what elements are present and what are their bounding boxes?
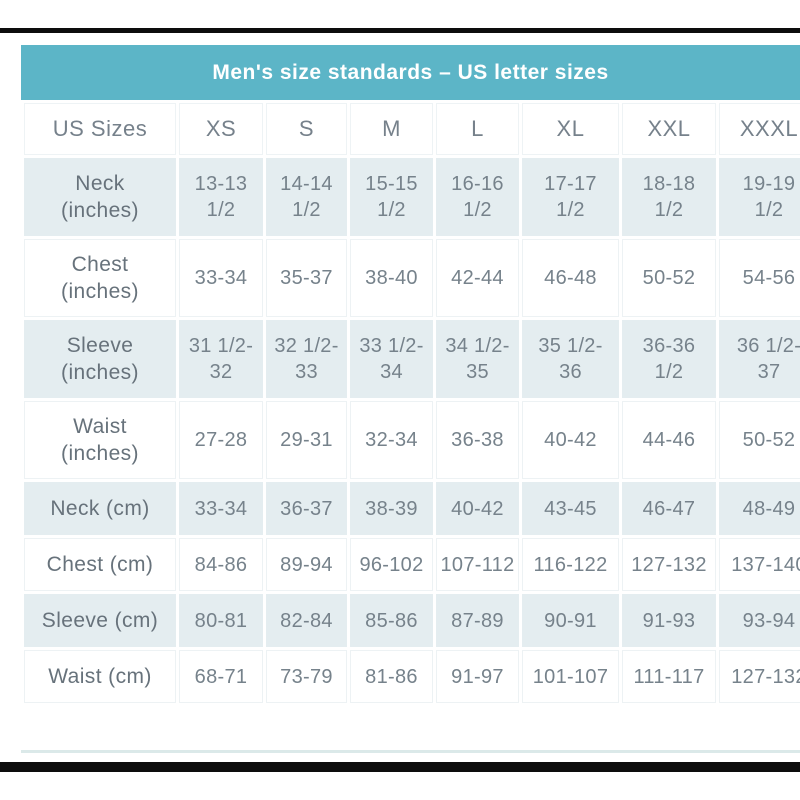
table-row-waist-cm: Waist (cm) 68-71 73-79 81-86 91-97 101-1… (24, 650, 800, 703)
column-header-m: M (350, 103, 433, 155)
size-value-cell: 46-48 (522, 239, 619, 317)
size-value-cell: 33-34 (179, 239, 263, 317)
size-value-cell: 96-102 (350, 538, 433, 591)
size-value-cell: 14-14 1/2 (266, 158, 347, 236)
size-value-cell: 42-44 (436, 239, 519, 317)
size-value-cell: 68-71 (179, 650, 263, 703)
size-value-cell: 38-39 (350, 482, 433, 535)
table-row-waist-inches: Waist (inches) 27-28 29-31 32-34 36-38 4… (24, 401, 800, 479)
size-value-cell: 36-37 (266, 482, 347, 535)
size-value-cell: 127-132 (719, 650, 800, 703)
size-value-cell: 116-122 (522, 538, 619, 591)
size-value-cell: 43-45 (522, 482, 619, 535)
size-value-cell: 36-38 (436, 401, 519, 479)
size-value-cell: 48-49 (719, 482, 800, 535)
row-label-sleeve-inches: Sleeve (inches) (24, 320, 176, 398)
size-value-cell: 18-18 1/2 (622, 158, 716, 236)
top-divider-bar (0, 28, 800, 33)
size-value-cell: 15-15 1/2 (350, 158, 433, 236)
row-label-waist-cm: Waist (cm) (24, 650, 176, 703)
column-header-row: US Sizes XS S M L XL XXL XXXL (24, 103, 800, 155)
size-value-cell: 19-19 1/2 (719, 158, 800, 236)
size-value-cell: 81-86 (350, 650, 433, 703)
column-header-xxxl: XXXL (719, 103, 800, 155)
size-value-cell: 36 1/2- 37 (719, 320, 800, 398)
size-value-cell: 107-112 (436, 538, 519, 591)
size-value-cell: 101-107 (522, 650, 619, 703)
size-value-cell: 29-31 (266, 401, 347, 479)
size-value-cell: 91-97 (436, 650, 519, 703)
size-value-cell: 33 1/2- 34 (350, 320, 433, 398)
table-row-neck-inches: Neck (inches) 13-13 1/2 14-14 1/2 15-15 … (24, 158, 800, 236)
size-value-cell: 36-36 1/2 (622, 320, 716, 398)
size-value-cell: 16-16 1/2 (436, 158, 519, 236)
size-value-cell: 84-86 (179, 538, 263, 591)
size-value-cell: 87-89 (436, 594, 519, 647)
column-header-xl: XL (522, 103, 619, 155)
row-label-neck-cm: Neck (cm) (24, 482, 176, 535)
row-label-sleeve-cm: Sleeve (cm) (24, 594, 176, 647)
size-value-cell: 85-86 (350, 594, 433, 647)
table-row-sleeve-inches: Sleeve (inches) 31 1/2- 32 32 1/2- 33 33… (24, 320, 800, 398)
size-value-cell: 46-47 (622, 482, 716, 535)
size-value-cell: 137-140 (719, 538, 800, 591)
size-table: US Sizes XS S M L XL XXL XXXL Neck (inch… (21, 100, 800, 706)
size-value-cell: 89-94 (266, 538, 347, 591)
row-label-chest-cm: Chest (cm) (24, 538, 176, 591)
size-value-cell: 13-13 1/2 (179, 158, 263, 236)
table-row-chest-cm: Chest (cm) 84-86 89-94 96-102 107-112 11… (24, 538, 800, 591)
size-value-cell: 50-52 (719, 401, 800, 479)
size-value-cell: 27-28 (179, 401, 263, 479)
size-value-cell: 80-81 (179, 594, 263, 647)
size-value-cell: 82-84 (266, 594, 347, 647)
size-value-cell: 73-79 (266, 650, 347, 703)
table-title: Men's size standards – US letter sizes (212, 60, 609, 84)
size-value-cell: 50-52 (622, 239, 716, 317)
size-value-cell: 40-42 (436, 482, 519, 535)
row-label-waist-inches: Waist (inches) (24, 401, 176, 479)
column-header-l: L (436, 103, 519, 155)
column-header-xxl: XXL (622, 103, 716, 155)
size-value-cell: 127-132 (622, 538, 716, 591)
bottom-divider-line (21, 750, 800, 753)
row-label-neck-inches: Neck (inches) (24, 158, 176, 236)
size-value-cell: 44-46 (622, 401, 716, 479)
size-value-cell: 32-34 (350, 401, 433, 479)
size-value-cell: 54-56 (719, 239, 800, 317)
size-value-cell: 111-117 (622, 650, 716, 703)
size-value-cell: 17-17 1/2 (522, 158, 619, 236)
size-value-cell: 91-93 (622, 594, 716, 647)
table-title-bar: Men's size standards – US letter sizes (21, 45, 800, 100)
column-header-s: S (266, 103, 347, 155)
size-table-container: US Sizes XS S M L XL XXL XXXL Neck (inch… (21, 100, 800, 706)
table-row-chest-inches: Chest (inches) 33-34 35-37 38-40 42-44 4… (24, 239, 800, 317)
size-value-cell: 31 1/2- 32 (179, 320, 263, 398)
size-value-cell: 93-94 (719, 594, 800, 647)
size-value-cell: 40-42 (522, 401, 619, 479)
row-label-chest-inches: Chest (inches) (24, 239, 176, 317)
size-value-cell: 90-91 (522, 594, 619, 647)
size-value-cell: 35 1/2- 36 (522, 320, 619, 398)
size-value-cell: 34 1/2- 35 (436, 320, 519, 398)
bottom-divider-bar (0, 762, 800, 772)
table-row-sleeve-cm: Sleeve (cm) 80-81 82-84 85-86 87-89 90-9… (24, 594, 800, 647)
size-value-cell: 33-34 (179, 482, 263, 535)
table-row-neck-cm: Neck (cm) 33-34 36-37 38-39 40-42 43-45 … (24, 482, 800, 535)
size-value-cell: 38-40 (350, 239, 433, 317)
size-value-cell: 35-37 (266, 239, 347, 317)
size-value-cell: 32 1/2- 33 (266, 320, 347, 398)
column-header-us-sizes: US Sizes (24, 103, 176, 155)
column-header-xs: XS (179, 103, 263, 155)
